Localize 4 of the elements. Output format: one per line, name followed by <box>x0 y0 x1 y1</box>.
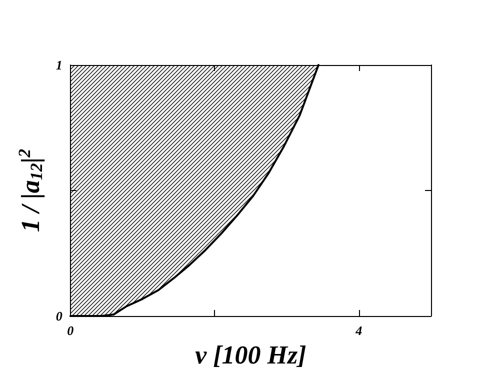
x-axis-title: ν [100 Hz] <box>195 340 306 370</box>
y-tick-label: 1 <box>56 58 62 72</box>
y-axis-title: 1 / |a12|2 <box>15 148 46 232</box>
x-tick-label: 4 <box>354 323 363 338</box>
